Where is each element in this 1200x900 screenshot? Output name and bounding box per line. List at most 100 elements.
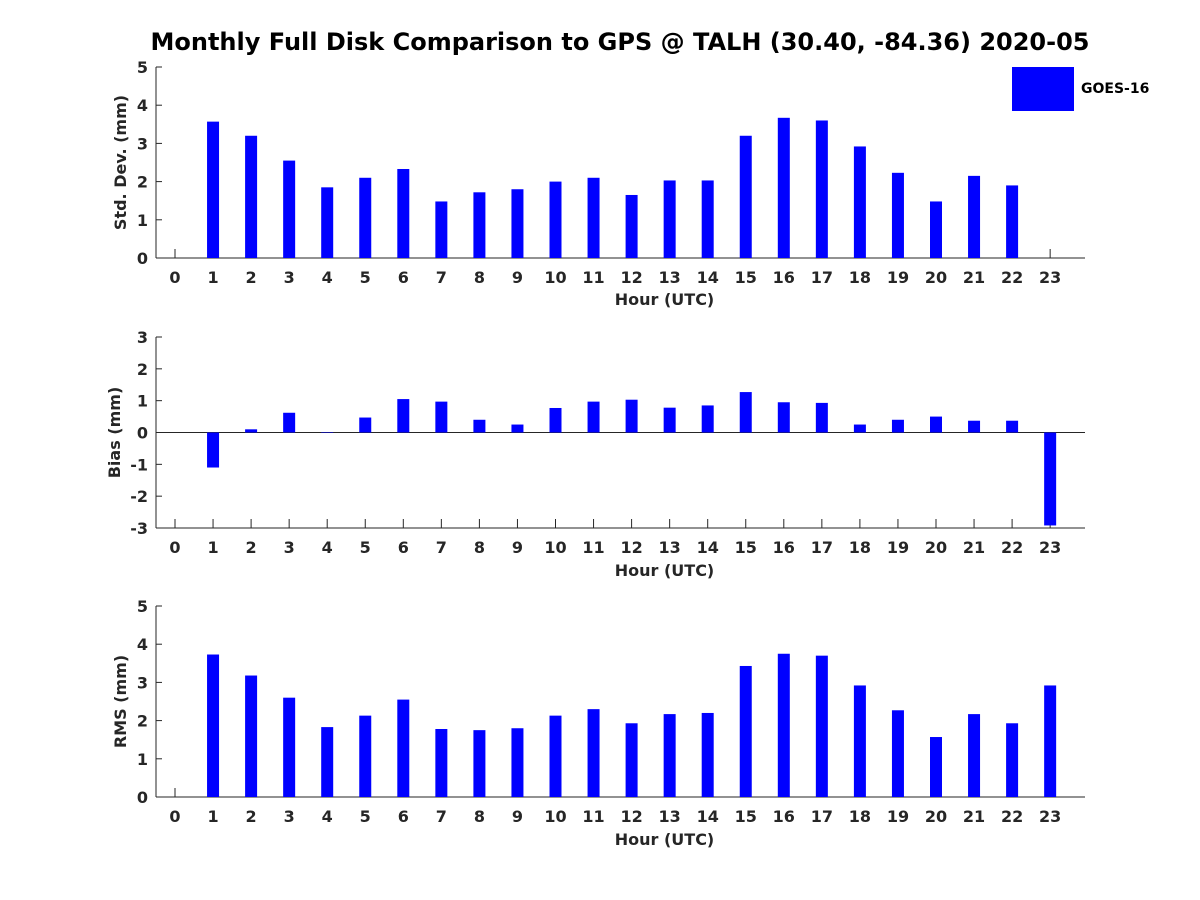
rms-xtick-label: 10 bbox=[544, 807, 566, 826]
bias-bar bbox=[207, 432, 220, 468]
std-dev-xtick-label: 20 bbox=[925, 268, 947, 287]
std-dev-bar bbox=[777, 117, 790, 258]
std-dev-bar bbox=[245, 135, 258, 258]
rms-bar bbox=[587, 709, 600, 797]
std-dev-bar bbox=[701, 180, 714, 258]
rms-bar bbox=[930, 737, 942, 797]
rms-ytick-label: 5 bbox=[137, 597, 148, 616]
std-dev-bar bbox=[1006, 185, 1019, 258]
bias-xtick-label: 11 bbox=[582, 538, 604, 557]
std-dev-bar bbox=[968, 175, 981, 258]
std-dev-bar bbox=[473, 192, 486, 258]
bias-xtick-label: 23 bbox=[1039, 538, 1061, 557]
bias-xtick-label: 13 bbox=[659, 538, 681, 557]
rms-xtick-label: 21 bbox=[963, 807, 985, 826]
std-dev-xtick-label: 4 bbox=[322, 268, 333, 287]
rms-bar bbox=[207, 654, 220, 797]
std-dev-xtick-label: 9 bbox=[512, 268, 523, 287]
std-dev-xtick-label: 2 bbox=[246, 268, 257, 287]
bias-bar bbox=[321, 432, 334, 433]
bias-bar bbox=[1044, 432, 1057, 526]
bias-xtick-label: 3 bbox=[284, 538, 295, 557]
bias-bar bbox=[397, 399, 410, 433]
std-dev-ytick-label: 1 bbox=[137, 211, 148, 230]
chart-title: Monthly Full Disk Comparison to GPS @ TA… bbox=[150, 28, 1090, 56]
std-dev-bar bbox=[397, 168, 410, 258]
std-dev-xtick-label: 23 bbox=[1039, 268, 1061, 287]
rms-xtick-label: 13 bbox=[659, 807, 681, 826]
std-dev-bar bbox=[853, 146, 866, 258]
bias-xtick-label: 19 bbox=[887, 538, 909, 557]
bias-xtick-label: 16 bbox=[773, 538, 795, 557]
std-dev-bar bbox=[815, 120, 828, 258]
std-dev-bar bbox=[321, 187, 334, 258]
std-dev-bar bbox=[739, 135, 752, 258]
bias-bar bbox=[245, 429, 258, 433]
std-dev-xtick-label: 16 bbox=[773, 268, 795, 287]
bias-xtick-label: 5 bbox=[360, 538, 371, 557]
bias-bar bbox=[853, 424, 866, 433]
std-dev-bar bbox=[587, 177, 600, 258]
rms-xtick-label: 8 bbox=[474, 807, 485, 826]
std-dev-xtick-label: 8 bbox=[474, 268, 485, 287]
std-dev-xtick-label: 12 bbox=[620, 268, 642, 287]
bias-xtick-label: 7 bbox=[436, 538, 447, 557]
std-dev-ytick-label: 4 bbox=[137, 96, 148, 115]
bias-xtick-label: 2 bbox=[246, 538, 257, 557]
rms-bar bbox=[1006, 723, 1019, 797]
rms-xtick-label: 9 bbox=[512, 807, 523, 826]
rms-xtick-label: 12 bbox=[620, 807, 642, 826]
rms-ytick-label: 4 bbox=[137, 635, 148, 654]
rms-xtick-label: 6 bbox=[398, 807, 409, 826]
bias-bar bbox=[891, 419, 904, 433]
rms-ytick-label: 3 bbox=[137, 673, 148, 692]
bias-xtick-label: 22 bbox=[1001, 538, 1023, 557]
std-dev-ytick-label: 2 bbox=[137, 173, 148, 192]
std-dev-xtick-label: 15 bbox=[735, 268, 757, 287]
rms-xtick-label: 0 bbox=[169, 807, 180, 826]
bias-xtick-label: 0 bbox=[169, 538, 180, 557]
rms-bar bbox=[359, 715, 372, 797]
std-dev-xtick-label: 13 bbox=[659, 268, 681, 287]
rms-xtick-label: 4 bbox=[322, 807, 333, 826]
bias-bar bbox=[815, 402, 828, 433]
rms-xtick-label: 17 bbox=[811, 807, 833, 826]
std-dev-ytick-label: 0 bbox=[137, 249, 148, 268]
std-dev-xtick-label: 11 bbox=[582, 268, 604, 287]
rms-bar bbox=[891, 710, 904, 797]
bias-bar bbox=[283, 412, 296, 433]
bias-ytick-label: 2 bbox=[137, 360, 148, 379]
rms-xtick-label: 18 bbox=[849, 807, 871, 826]
rms-xtick-label: 5 bbox=[360, 807, 371, 826]
std-dev-xtick-label: 6 bbox=[398, 268, 409, 287]
bias-bar bbox=[435, 401, 448, 433]
rms-xtick-label: 22 bbox=[1001, 807, 1023, 826]
legend-swatch bbox=[1012, 67, 1074, 111]
std-dev-bar bbox=[435, 201, 448, 258]
std-dev-bar bbox=[663, 180, 676, 258]
std-dev-xtick-label: 5 bbox=[360, 268, 371, 287]
rms-bar bbox=[283, 697, 296, 797]
rms-bar bbox=[777, 653, 790, 797]
rms-xlabel: Hour (UTC) bbox=[615, 830, 715, 849]
rms-xtick-label: 7 bbox=[436, 807, 447, 826]
rms-ytick-label: 1 bbox=[137, 750, 148, 769]
std-dev-bar bbox=[511, 189, 524, 258]
bias-bar bbox=[549, 407, 562, 433]
std-dev-xtick-label: 7 bbox=[436, 268, 447, 287]
bias-xtick-label: 15 bbox=[735, 538, 757, 557]
bias-bar bbox=[739, 392, 752, 433]
bias-xtick-label: 18 bbox=[849, 538, 871, 557]
bias-xtick-label: 10 bbox=[544, 538, 566, 557]
rms-xtick-label: 1 bbox=[207, 807, 218, 826]
std-dev-xtick-label: 19 bbox=[887, 268, 909, 287]
rms-xtick-label: 16 bbox=[773, 807, 795, 826]
std-dev-ylabel: Std. Dev. (mm) bbox=[111, 95, 130, 230]
rms-ylabel: RMS (mm) bbox=[111, 655, 130, 748]
bias-xtick-label: 8 bbox=[474, 538, 485, 557]
bias-xtick-label: 1 bbox=[207, 538, 218, 557]
bias-ytick-label: 3 bbox=[137, 328, 148, 347]
bias-bar bbox=[625, 399, 638, 433]
bias-bar bbox=[473, 419, 486, 433]
std-dev-xtick-label: 10 bbox=[544, 268, 566, 287]
